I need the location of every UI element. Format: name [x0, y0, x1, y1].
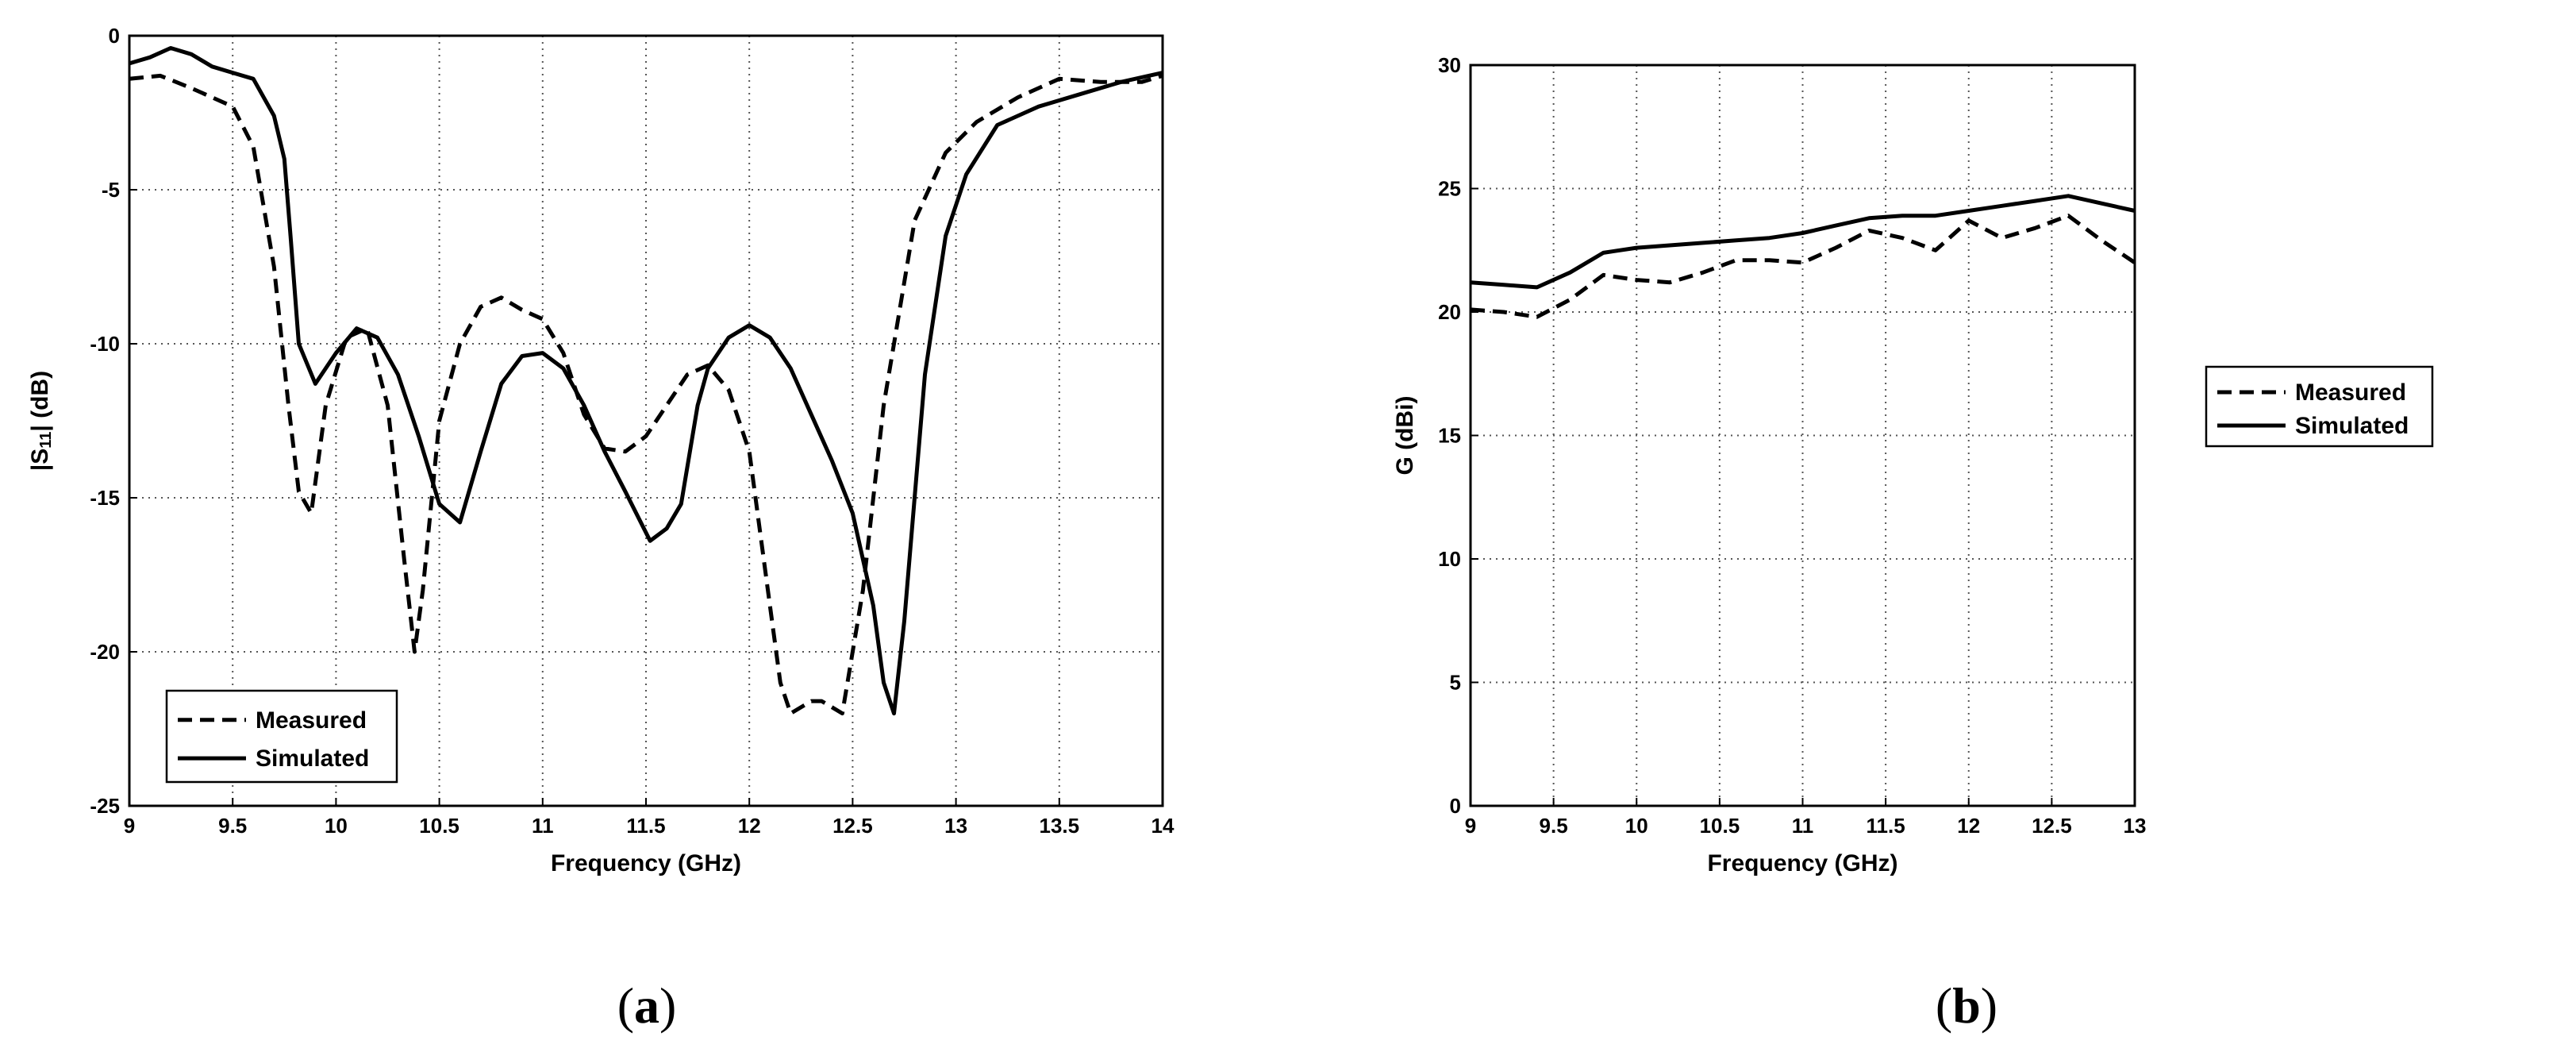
grid-lines: [129, 36, 1163, 806]
x-tick-label: 13: [2124, 814, 2147, 838]
x-tick-label: 9: [124, 814, 135, 838]
legend-label-measured: Measured: [256, 707, 367, 734]
x-tick-label: 10: [1625, 814, 1648, 838]
x-tick-label: 14: [1152, 814, 1175, 838]
x-tick-label: 9.5: [218, 814, 247, 838]
x-tick-label: 10.5: [419, 814, 459, 838]
x-tick-label: 11.5: [626, 814, 665, 838]
y-tick-label: 15: [1438, 424, 1461, 448]
y-tick-label: 20: [1438, 300, 1461, 324]
x-tick-label: 11: [532, 814, 554, 838]
y-axis-label: |S11| (dB): [27, 371, 55, 471]
series-line-simulated: [1470, 194, 2136, 290]
x-tick-label: 13.5: [1039, 814, 1079, 838]
y-tick-label: -5: [102, 178, 120, 202]
x-tick-label: 10: [325, 814, 348, 838]
panel-caption: (a): [617, 977, 677, 1034]
legend: Measured Simulated: [2205, 365, 2434, 448]
tick-labels: 9 9.5 10 10.5 11 11.5 12 12.5 13 13.5 14 -25 -20 -15 -…: [90, 24, 1175, 838]
x-tick-label: 12.5: [832, 814, 873, 838]
y-axis-label: G (dBi): [1392, 396, 1418, 476]
legend-box: [165, 689, 398, 784]
x-tick-label: 12: [738, 814, 761, 838]
y-tick-label: 5: [1450, 671, 1461, 695]
legend-box: [2205, 365, 2434, 448]
series-lines: [129, 46, 1163, 716]
grid-lines: [1471, 65, 2135, 806]
y-tick-label: 0: [1450, 794, 1461, 818]
x-tick-label: 11.5: [1867, 814, 1905, 838]
series-line-simulated: [129, 46, 1163, 716]
series-line-measured: [1470, 214, 2136, 319]
legend-label-simulated: Simulated: [2295, 413, 2409, 439]
y-tick-label: -20: [90, 640, 120, 664]
x-tick-label: 12.5: [2032, 814, 2072, 838]
panel-caption: (b): [1936, 977, 1997, 1034]
y-tick-label: 0: [109, 24, 120, 48]
x-axis-label: Frequency (GHz): [1707, 850, 1897, 876]
y-tick-label: -10: [90, 332, 120, 356]
x-axis-label: Frequency (GHz): [551, 850, 741, 876]
x-tick-label: 9.5: [1540, 814, 1568, 838]
y-tick-label: 10: [1438, 547, 1461, 571]
x-tick-label: 9: [1465, 814, 1476, 838]
chart-panel-a: 9 9.5 10 10.5 11 11.5 12 12.5 13 13.5 14 -25 -20 -15 -…: [27, 24, 1175, 1034]
series-lines: [1470, 194, 2136, 319]
y-tick-label: 25: [1438, 177, 1461, 201]
y-tick-label: -25: [90, 794, 120, 818]
y-tick-label: -15: [90, 486, 120, 510]
y-tick-label: 30: [1438, 53, 1461, 77]
legend-label-measured: Measured: [2295, 379, 2406, 406]
x-tick-label: 11: [1792, 814, 1814, 838]
x-tick-label: 10.5: [1700, 814, 1740, 838]
x-tick-label: 12: [1957, 814, 1980, 838]
chart-panel-b: 9 9.5 10 10.5 11 11.5 12 12.5 13 0 5 10 15 20 25 30 Fre…: [1392, 53, 2434, 1034]
legend: Measured Simulated: [165, 689, 398, 784]
x-tick-label: 13: [944, 814, 967, 838]
legend-label-simulated: Simulated: [256, 745, 369, 772]
tick-labels: 9 9.5 10 10.5 11 11.5 12 12.5 13 0 5 10 15 20 25 30: [1438, 53, 2146, 838]
